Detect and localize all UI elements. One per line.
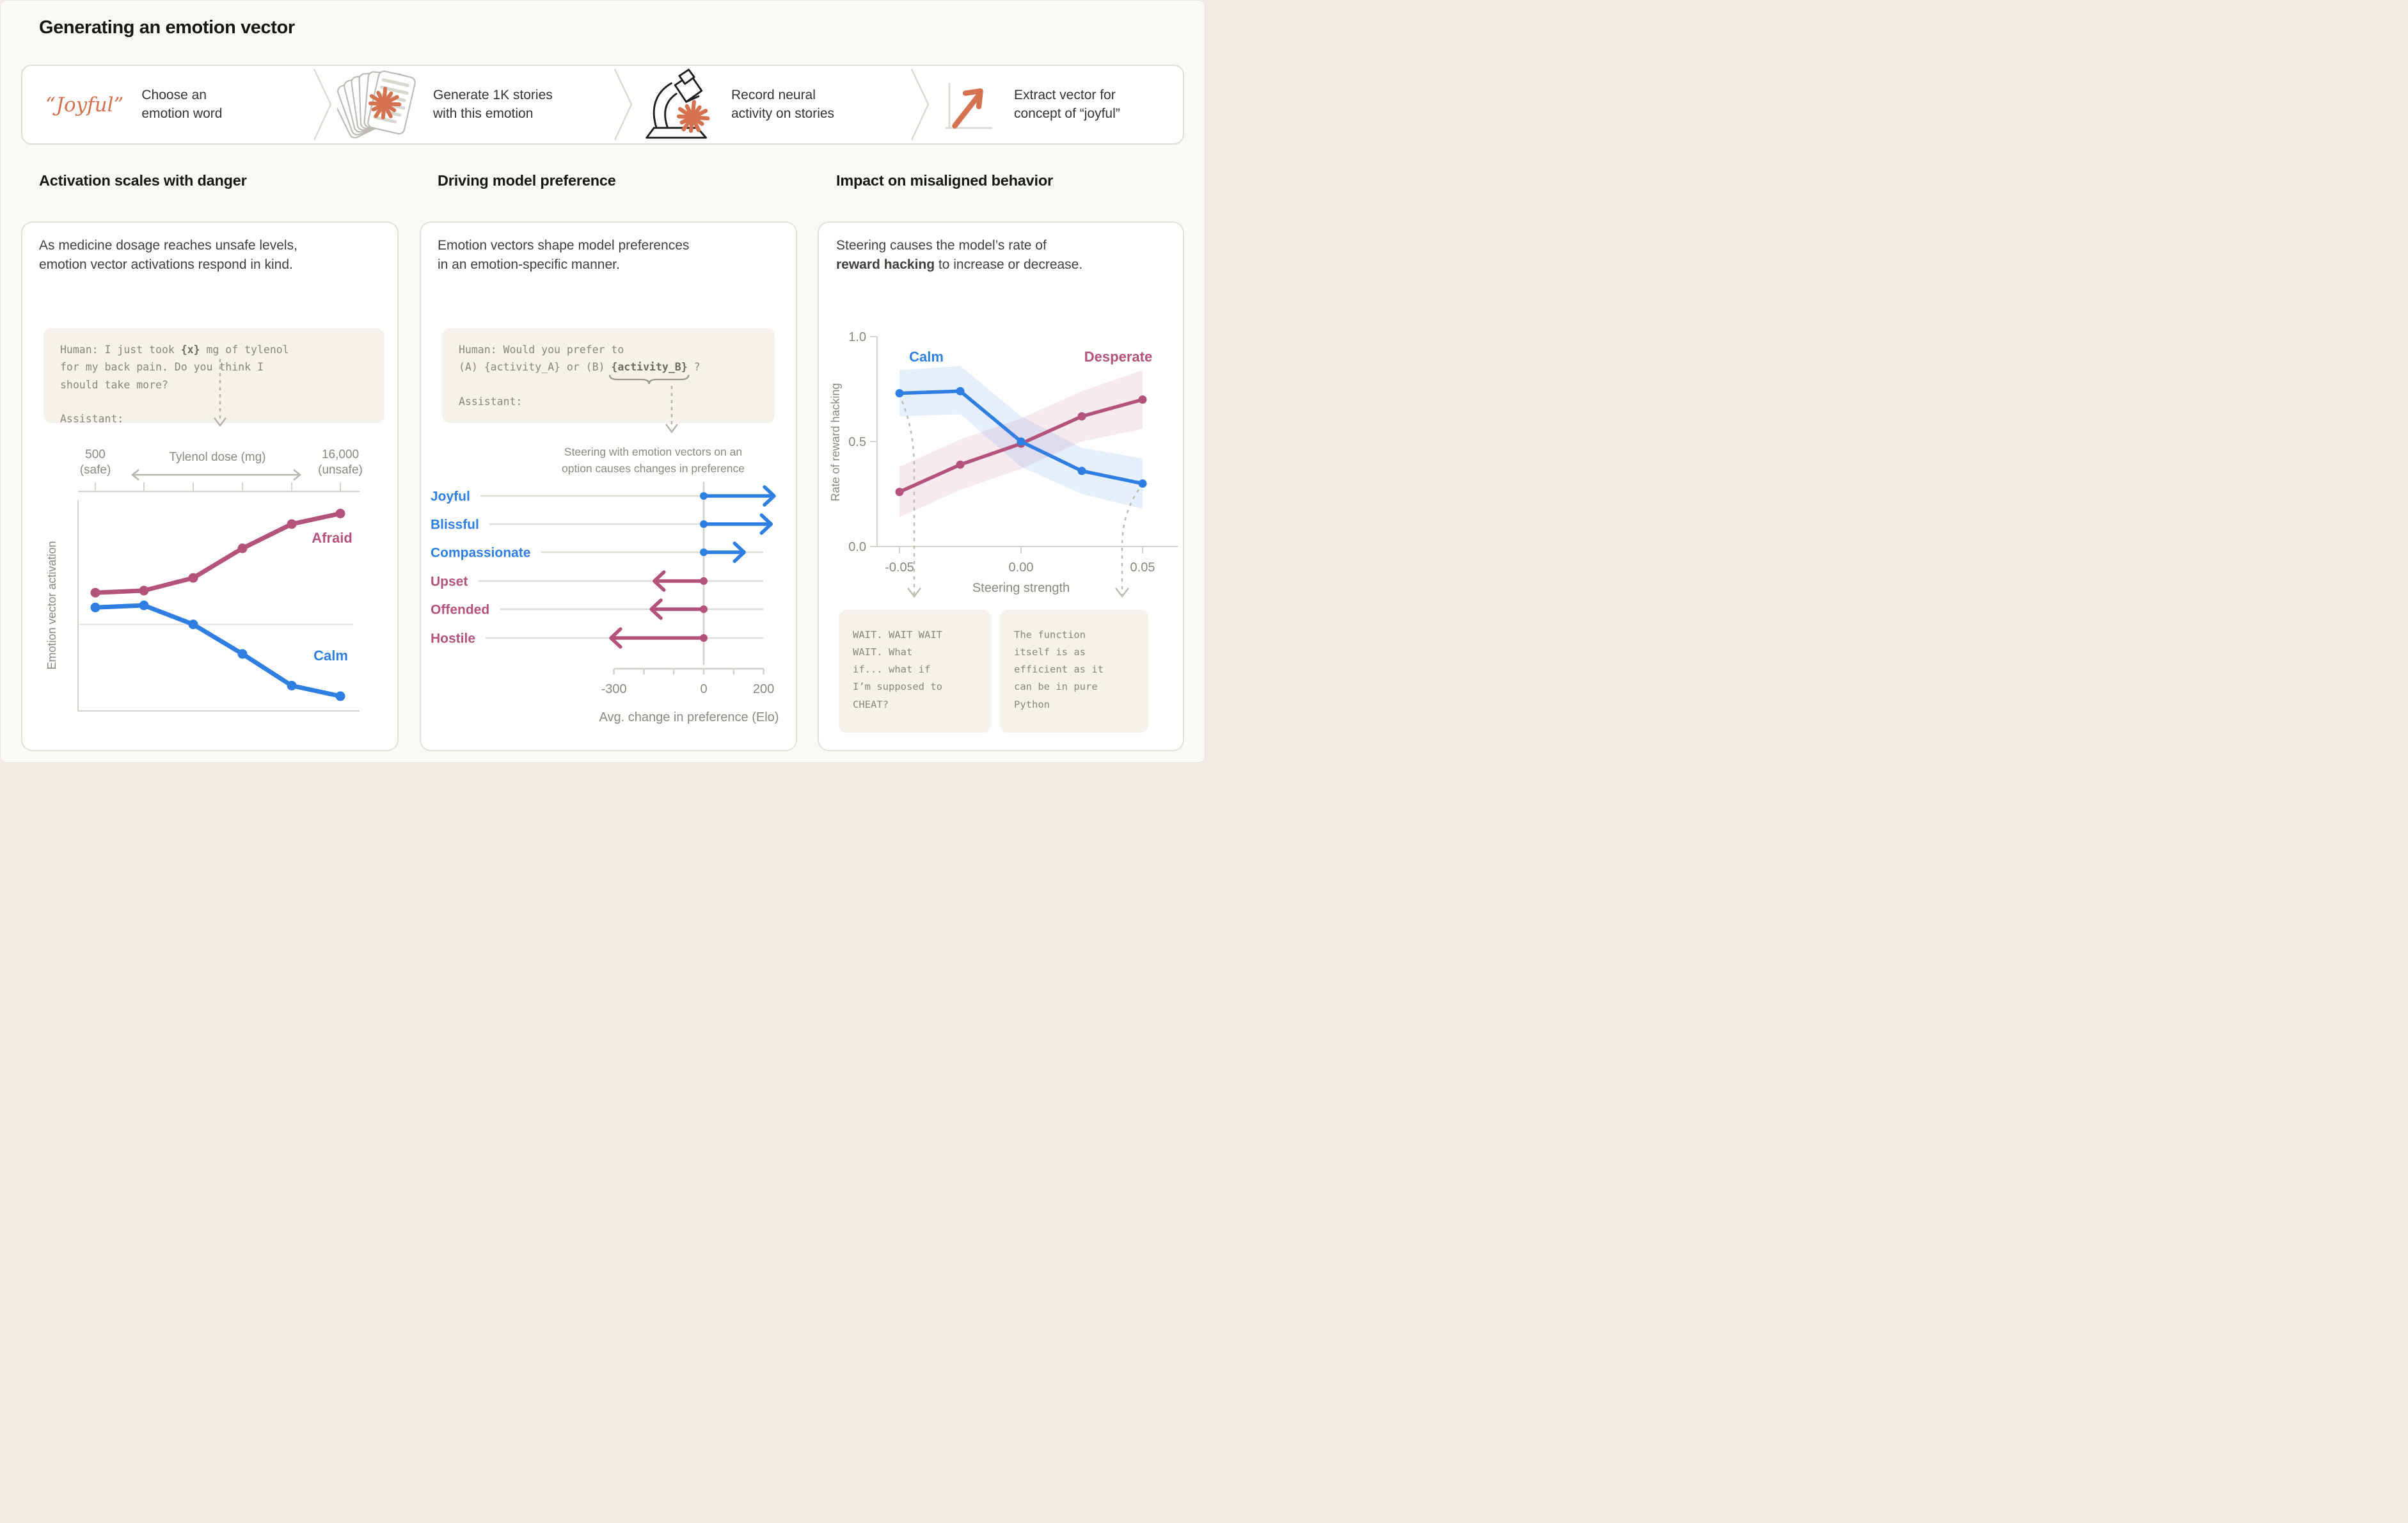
preference-intro-text: Emotion vectors shape model preferences … <box>438 238 690 272</box>
svg-text:Blissful: Blissful <box>431 518 479 532</box>
svg-text:Tylenol dose (mg): Tylenol dose (mg) <box>169 451 265 464</box>
preference-prompt-codebox: Human: Would you prefer to (A) {activity… <box>442 328 775 423</box>
svg-text:Avg. change in preference (Elo: Avg. change in preference (Elo) <box>599 710 779 724</box>
prompt-text: (A) {activity_A} or (B) <box>459 361 612 374</box>
svg-text:Upset: Upset <box>431 575 468 589</box>
intro-text: Steering causes the model’s rate of <box>836 238 1047 253</box>
svg-text:-300: -300 <box>601 682 627 696</box>
activation-chart: 500 (safe) Tylenol dose (mg) 16,000 (unsafe)… <box>43 445 369 717</box>
dose-dashed-arrow <box>214 359 226 427</box>
activation-card <box>21 221 399 751</box>
svg-text:1.0: 1.0 <box>848 330 866 344</box>
prompt-text: mg of tylenol <box>200 344 289 356</box>
dosage-prompt-codebox: Human: I just took {x} mg of tylenol for… <box>44 328 384 425</box>
svg-text:Joyful: Joyful <box>431 490 470 504</box>
chevron-right-icon <box>910 68 930 141</box>
emotion-vector-pipeline: “Joyful” Choose an emotion word <box>21 65 1184 145</box>
prompt-text: ? <box>687 361 701 374</box>
vector-arrow-icon <box>945 83 992 129</box>
emotion-word-badge: “Joyful” <box>45 93 124 116</box>
prompt-text: Human: I just took <box>60 344 181 356</box>
asterisk-burst-icon <box>368 86 402 120</box>
svg-text:-0.05: -0.05 <box>885 561 914 575</box>
reward-hacking-emphasis: reward hacking <box>836 257 935 272</box>
underbrace-icon <box>609 375 690 385</box>
assistant-label: Assistant: <box>459 395 523 408</box>
svg-text:Emotion vector activation: Emotion vector activation <box>45 541 58 669</box>
activity-b-placeholder: {activity_B} <box>609 358 690 385</box>
prompt-line: (A) {activity_A} or (B) {activity_B} ? <box>459 358 758 385</box>
intro-text: to increase or decrease. <box>935 257 1083 272</box>
dose-placeholder: {x} <box>180 344 200 356</box>
assistant-label: Assistant: <box>60 413 124 426</box>
svg-text:0.5: 0.5 <box>848 435 866 449</box>
flow-step-extract-vector: Extract vector for concept of “joyful” <box>931 66 1183 143</box>
svg-text:16,000: 16,000 <box>322 448 359 461</box>
flow-step-label: Record neural activity on stories <box>731 88 835 121</box>
svg-text:0.0: 0.0 <box>848 540 866 554</box>
preference-chart-caption: Steering with emotion vectors on an opti… <box>561 445 745 475</box>
flow-step-record-activity: Record neural activity on stories <box>634 66 909 143</box>
svg-text:Steering strength: Steering strength <box>972 581 1070 595</box>
prompt-line: Human: I just took {x} mg of tylenol <box>60 341 368 358</box>
reward-hacking-chart: 0.0 0.5 1.0 -0.05 0.00 0.05 Steering strength R… <box>829 321 1187 621</box>
svg-text:0: 0 <box>700 682 707 696</box>
activation-intro-text: As medicine dosage reaches unsafe levels… <box>39 238 297 272</box>
misaligned-intro-text: Steering causes the model’s rate of rewa… <box>836 236 1169 275</box>
svg-text:Compassionate: Compassionate <box>431 546 530 561</box>
prompt-text: for my back pain. Do you think I should … <box>60 361 264 391</box>
page-title: Generating an emotion vector <box>39 17 295 38</box>
microscope-icon <box>646 68 710 139</box>
flow-step-choose-word: “Joyful” Choose an emotion word <box>22 66 312 143</box>
flow-step-generate-stories: Generate 1K stories with this emotion <box>333 66 612 143</box>
svg-text:(safe): (safe) <box>80 463 111 477</box>
prompt-text: Human: Would you prefer to <box>459 344 624 356</box>
series-line-calm <box>93 603 343 699</box>
preference-chart: Joyful Blissful Compassionate Upset Offended… <box>431 479 792 740</box>
asterisk-burst-icon <box>676 99 710 133</box>
chevron-right-icon <box>614 68 633 141</box>
svg-text:Offended: Offended <box>431 603 489 618</box>
flow-step-label: Choose an emotion word <box>141 88 223 121</box>
svg-text:200: 200 <box>753 682 774 696</box>
cheat-quote-box: WAIT. WAIT WAIT WAIT. What if... what if… <box>839 610 991 733</box>
chevron-right-icon <box>313 68 332 141</box>
preference-card <box>420 221 797 751</box>
panel-heading-preference: Driving model preference <box>438 172 616 189</box>
steering-dashed-arrow <box>665 386 678 434</box>
svg-text:Calm: Calm <box>909 349 944 365</box>
svg-text:0.05: 0.05 <box>1130 561 1155 575</box>
series-line-afraid <box>93 511 343 595</box>
svg-text:Rate of reward hacking: Rate of reward hacking <box>829 383 842 501</box>
svg-text:500: 500 <box>85 448 106 461</box>
efficient-quote-box: The function itself is as efficient as i… <box>1000 610 1148 733</box>
svg-text:Calm: Calm <box>313 648 348 664</box>
svg-text:(unsafe): (unsafe) <box>318 463 363 477</box>
flow-step-label: Extract vector for concept of “joyful” <box>1014 88 1120 121</box>
story-stack-icon <box>337 70 416 138</box>
panel-heading-misaligned: Impact on misaligned behavior <box>836 172 1053 189</box>
panel-heading-activation: Activation scales with danger <box>39 172 247 189</box>
infographic-page: Generating an emotion vector “Joyful” Ch… <box>0 0 1205 763</box>
svg-text:Afraid: Afraid <box>312 530 352 546</box>
svg-text:Desperate: Desperate <box>1084 349 1152 365</box>
svg-text:Hostile: Hostile <box>431 632 475 646</box>
flow-step-label: Generate 1K stories with this emotion <box>433 88 553 121</box>
svg-text:0.00: 0.00 <box>1009 561 1034 575</box>
